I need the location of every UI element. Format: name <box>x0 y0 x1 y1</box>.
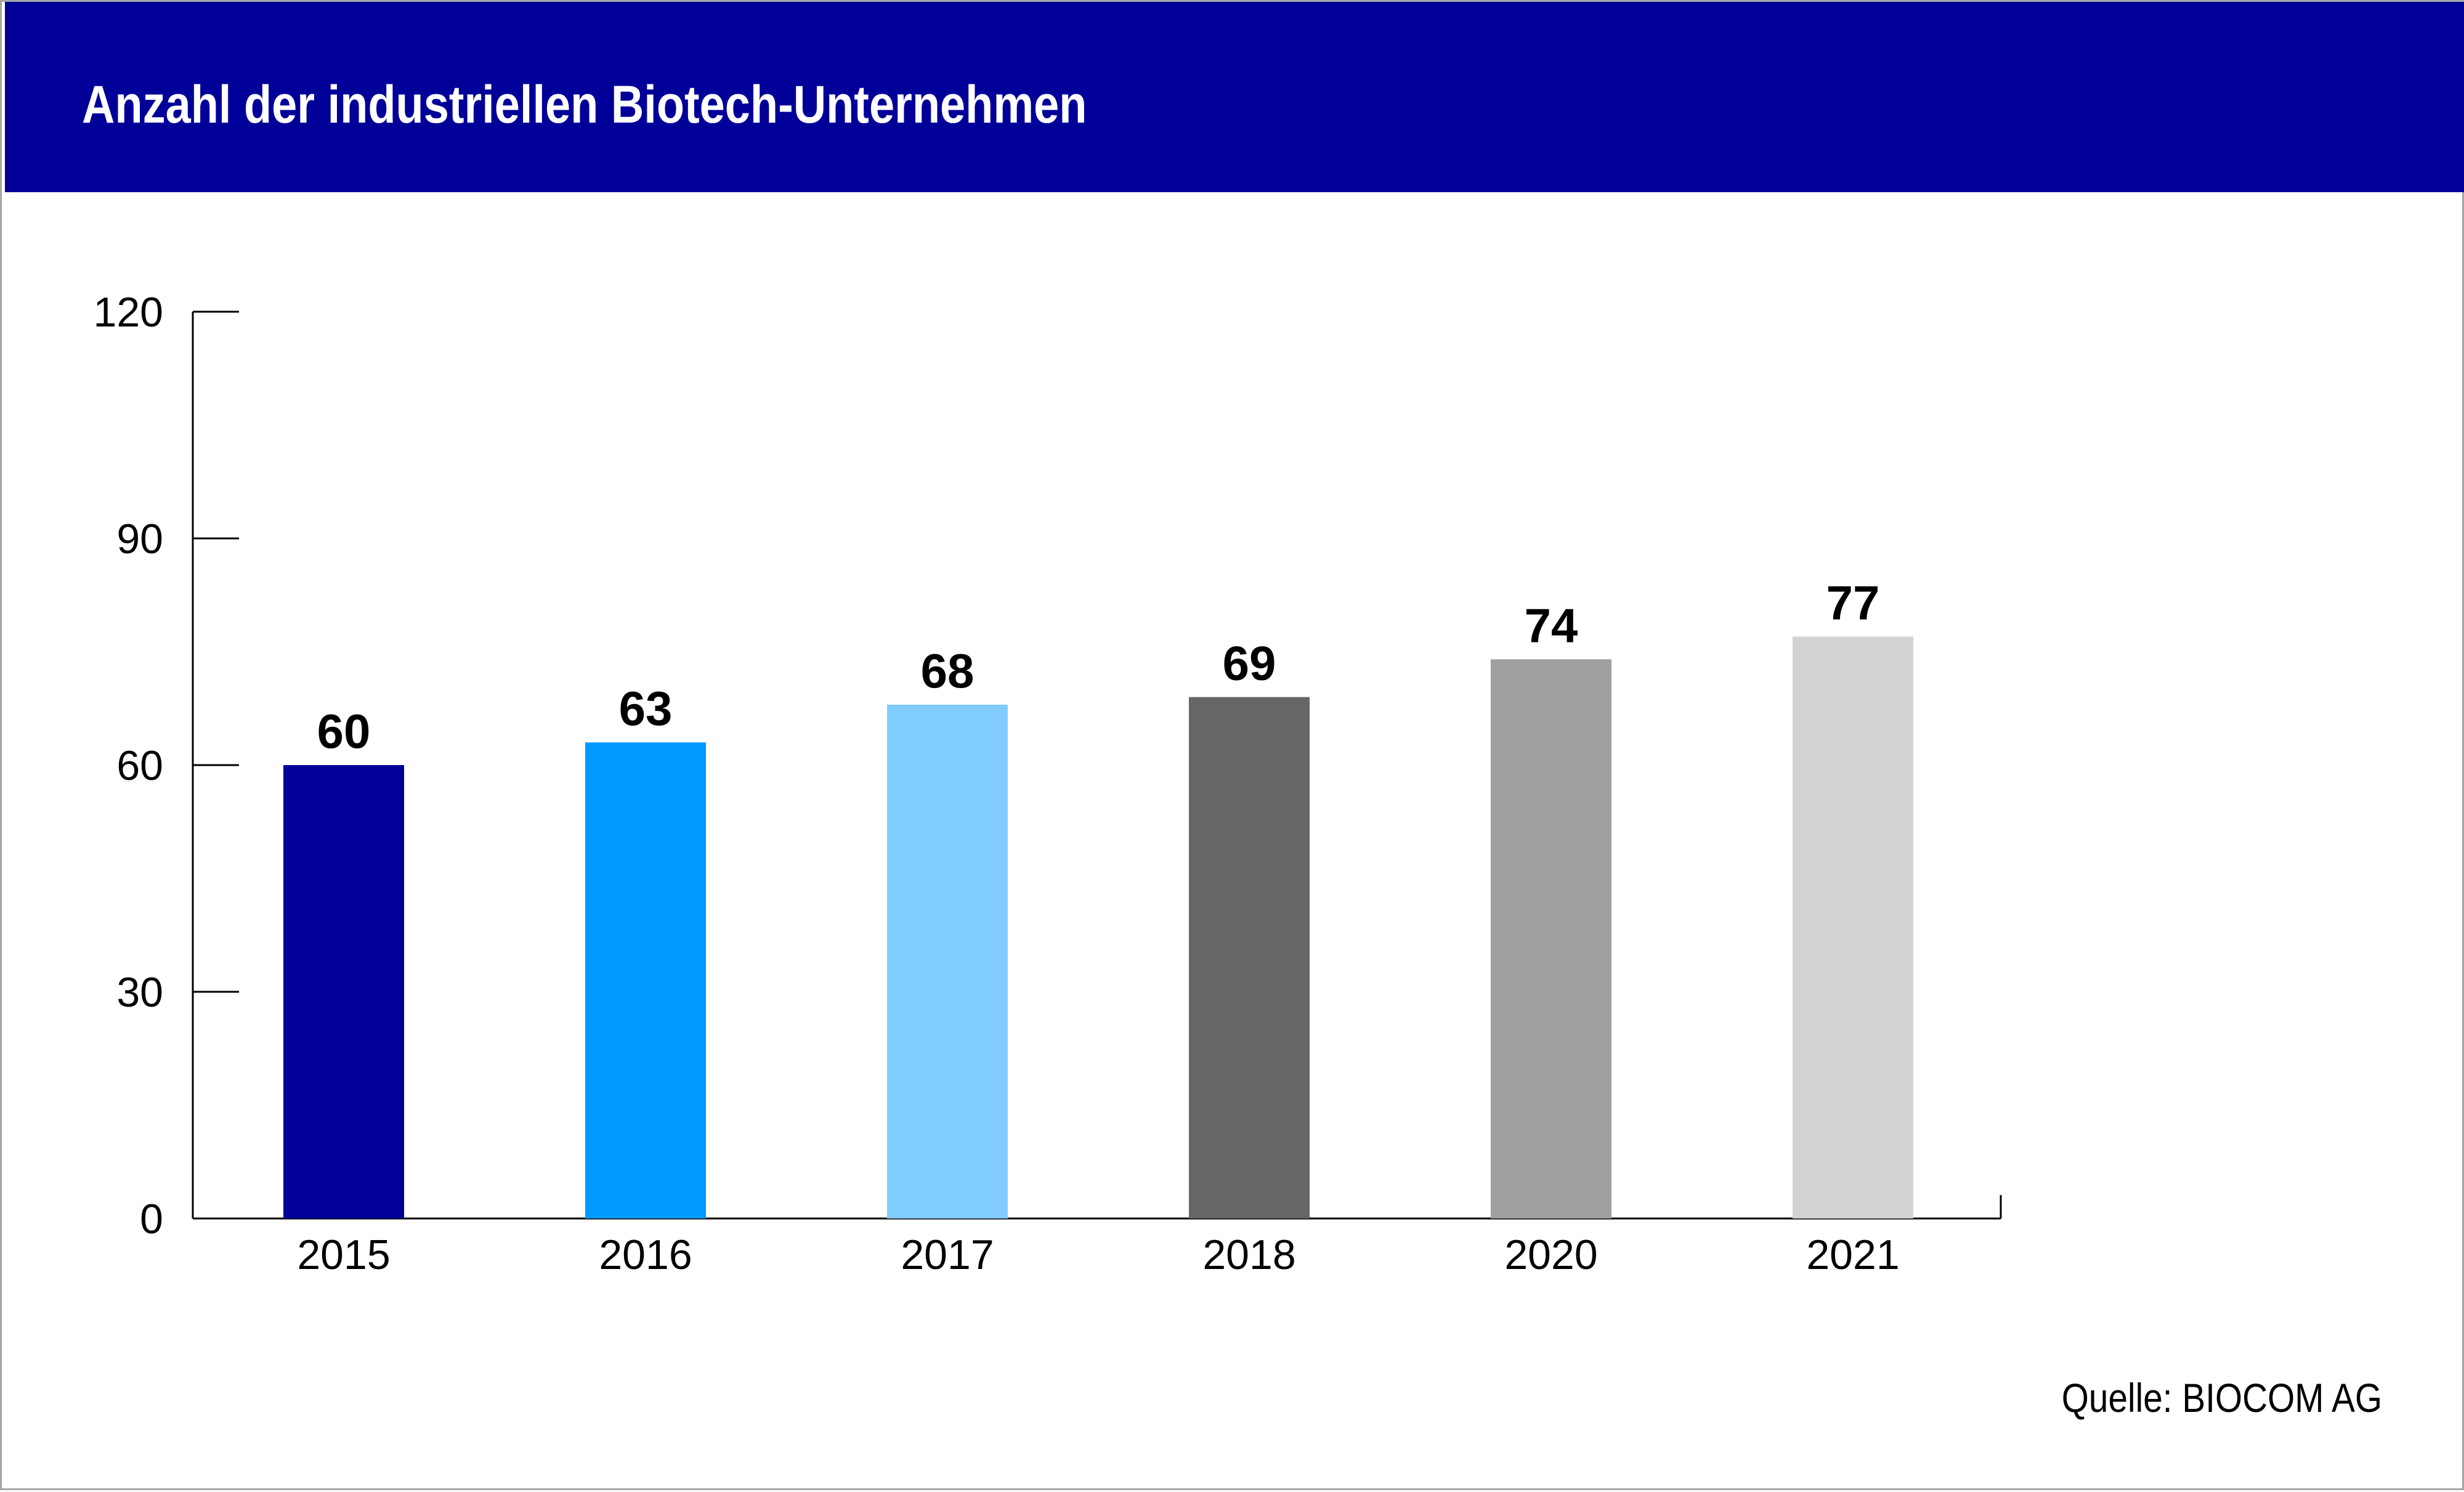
y-tick-label: 60 <box>116 742 163 789</box>
source-note: Quelle: BIOCOM AG <box>2061 1375 2382 1421</box>
data-label: 77 <box>1826 575 1880 630</box>
data-label: 69 <box>1223 636 1276 691</box>
bar-2021 <box>1793 636 1913 1218</box>
data-label: 68 <box>921 644 975 698</box>
data-label: 63 <box>619 681 673 736</box>
bar-2016 <box>585 742 706 1218</box>
title-banner: Anzahl der industriellen Biotech-Unterne… <box>5 2 2464 192</box>
bar-2020 <box>1491 659 1611 1218</box>
bar-2015 <box>283 765 404 1218</box>
x-tick-label: 2017 <box>901 1231 994 1278</box>
bars <box>283 636 1913 1218</box>
y-tick-label: 30 <box>116 969 163 1016</box>
x-tick-label: 2020 <box>1504 1231 1597 1278</box>
x-tick-label: 2016 <box>599 1231 692 1278</box>
data-label: 74 <box>1525 598 1578 652</box>
y-tick-label: 0 <box>140 1196 163 1243</box>
chart-title: Anzahl der industriellen Biotech-Unterne… <box>82 75 1087 134</box>
y-tick-labels: 0 30 60 90 120 <box>94 289 163 1243</box>
bar-2018 <box>1189 697 1310 1218</box>
x-tick-label: 2021 <box>1806 1231 1899 1278</box>
bar-2017 <box>887 704 1008 1218</box>
x-tick-label: 2018 <box>1202 1231 1295 1278</box>
data-labels: 60 63 68 69 74 77 <box>317 575 1880 758</box>
data-label: 60 <box>317 704 371 758</box>
y-tick-label: 90 <box>116 516 163 562</box>
y-tick-label: 120 <box>94 289 163 336</box>
x-tick-label: 2015 <box>297 1231 390 1278</box>
chart-axes <box>192 310 2002 1220</box>
x-tick-labels: 2015 2016 2017 2018 2020 2021 <box>297 1231 1899 1278</box>
